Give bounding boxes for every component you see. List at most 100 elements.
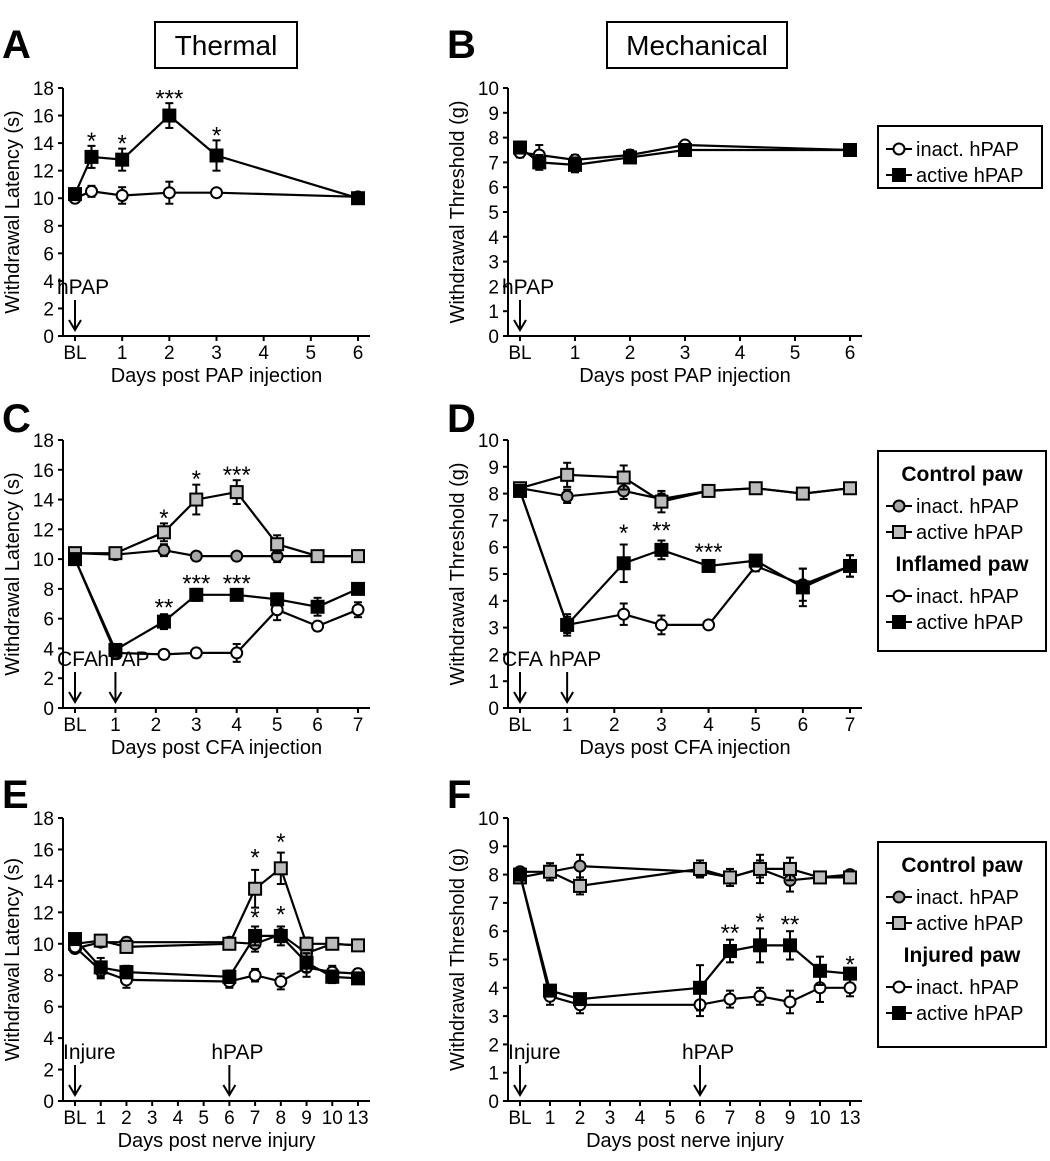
- data-point-active-hpap: [68, 187, 82, 202]
- x-axis-title: Days post PAP injection: [111, 365, 323, 387]
- series-line-injured-paw-inact-hpap: [518, 874, 850, 1006]
- data-point-inflamed-paw-inact-hpap: [230, 646, 244, 660]
- legend-entry-label: inact. hPAP: [916, 977, 1019, 999]
- y-tick-label: 2: [43, 1061, 54, 1082]
- data-point-active-hpap: [568, 157, 582, 172]
- series-line-control-paw-inact-hpap: [520, 864, 851, 882]
- x-tick-label: 13: [839, 1108, 860, 1129]
- y-tick-label: 4: [488, 592, 499, 613]
- data-point-active-hpap: [162, 108, 177, 123]
- significance-label: ***: [223, 462, 251, 489]
- data-point-control-paw-active-hpap: [783, 861, 797, 876]
- data-point-control-paw-active-hpap: [753, 861, 767, 876]
- annotation-arrow-head: [68, 319, 82, 332]
- x-tick-label: 2: [609, 715, 620, 736]
- y-axis-title: Withdrawal Latency (s): [2, 858, 24, 1061]
- data-point-inflamed-paw-active-hpap: [701, 558, 716, 573]
- y-tick-label: 5: [488, 203, 499, 224]
- y-tick-label: 10: [33, 189, 54, 210]
- annotation-arrow-head: [68, 691, 82, 704]
- data-point-inflamed-paw-active-hpap: [108, 642, 123, 657]
- x-tick-label: 2: [625, 343, 636, 364]
- data-point-inflamed-paw-inact-hpap: [351, 603, 365, 617]
- significance-label: *: [250, 845, 259, 872]
- y-axis-title: Withdrawal Threshold (g): [447, 848, 469, 1071]
- data-point-injured-paw-active-hpap: [299, 955, 314, 970]
- y-tick-label: 0: [488, 699, 499, 720]
- x-tick-label: 1: [562, 715, 573, 736]
- x-tick-label: BL: [508, 343, 531, 364]
- panel-letter-a: A: [2, 23, 31, 67]
- data-point-control-paw-active-hpap: [310, 549, 325, 564]
- y-tick-label: 8: [488, 129, 499, 150]
- y-tick-label: 2: [488, 1035, 499, 1056]
- data-point-inflamed-paw-active-hpap: [654, 542, 669, 557]
- data-point-inflamed-paw-active-hpap: [68, 552, 82, 567]
- legend-marker: [892, 1006, 906, 1020]
- data-point-inflamed-paw-inact-hpap: [311, 619, 325, 633]
- significance-label: *: [276, 901, 285, 928]
- y-tick-label: 3: [488, 619, 499, 640]
- y-tick-label: 9: [488, 837, 499, 858]
- annotation-label: hPAP: [549, 648, 601, 671]
- data-point-active-hpap: [84, 149, 99, 164]
- data-point-control-paw-inact-hpap: [230, 549, 244, 563]
- y-tick-label: 6: [43, 610, 54, 631]
- x-tick-label: 5: [790, 343, 801, 364]
- y-tick-label: 2: [43, 299, 54, 320]
- data-point-injured-paw-inact-hpap: [274, 975, 288, 989]
- y-tick-label: 16: [33, 107, 54, 128]
- annotation-arrow-head: [513, 691, 527, 704]
- y-tick-label: 4: [43, 1029, 54, 1050]
- legend-marker: [892, 525, 906, 539]
- data-point-control-paw-active-hpap: [654, 494, 669, 509]
- y-tick-label: 8: [43, 966, 54, 987]
- legend-marker: [892, 615, 906, 629]
- legend-entry-label: inact. hPAP: [916, 496, 1019, 518]
- panel-letter-b: B: [447, 23, 476, 67]
- data-point-control-paw-active-hpap: [325, 936, 340, 951]
- significance-label: ***: [155, 85, 183, 112]
- panel-letter-e: E: [2, 773, 29, 817]
- y-tick-label: 9: [488, 104, 499, 125]
- significance-label: *: [845, 951, 854, 978]
- data-point-injured-paw-active-hpap: [93, 960, 108, 975]
- data-point-inflamed-paw-active-hpap: [229, 587, 244, 602]
- data-point-injured-paw-active-hpap: [783, 938, 797, 953]
- data-point-active-hpap: [532, 155, 547, 170]
- data-point-inflamed-paw-active-hpap: [560, 617, 575, 632]
- data-point-inact-hpap: [85, 184, 99, 198]
- legend-entry-label: active hPAP: [916, 612, 1023, 634]
- series-line-inflamed-paw-inact-hpap: [518, 490, 851, 627]
- x-axis-title: Days post nerve injury: [118, 1130, 316, 1152]
- x-tick-label: 7: [353, 715, 364, 736]
- y-tick-label: 10: [33, 550, 54, 571]
- x-tick-label: 6: [845, 343, 856, 364]
- y-axis-title: Withdrawal Latency (s): [2, 110, 24, 313]
- panel-letter-c: C: [2, 397, 31, 441]
- y-tick-label: 12: [33, 903, 54, 924]
- y-tick-label: 12: [33, 162, 54, 183]
- data-point-control-paw-active-hpap: [270, 537, 285, 552]
- x-tick-label: 3: [191, 715, 202, 736]
- series-line-inflamed-paw-active-hpap: [518, 490, 851, 627]
- y-axis-title: Withdrawal Threshold (g): [447, 462, 469, 685]
- x-tick-label: 10: [809, 1108, 830, 1129]
- data-point-inflamed-paw-inact-hpap: [702, 618, 716, 632]
- data-point-injured-paw-active-hpap: [843, 966, 857, 981]
- x-tick-label: 6: [312, 715, 323, 736]
- data-point-inflamed-paw-active-hpap: [616, 556, 631, 571]
- annotation-arrow-head: [513, 1084, 527, 1097]
- annotation-arrow-head: [68, 1084, 82, 1097]
- data-point-control-paw-active-hpap: [93, 933, 108, 948]
- x-tick-label: 6: [353, 343, 364, 364]
- panel-letter-d: D: [447, 397, 476, 441]
- significance-label: *: [619, 520, 628, 547]
- y-tick-label: 3: [488, 1007, 499, 1028]
- data-point-control-paw-active-hpap: [843, 870, 857, 885]
- data-point-active-hpap: [115, 152, 130, 167]
- data-point-control-paw-active-hpap: [351, 938, 365, 953]
- annotation-label: hPAP: [97, 648, 149, 671]
- y-tick-label: 12: [33, 520, 54, 541]
